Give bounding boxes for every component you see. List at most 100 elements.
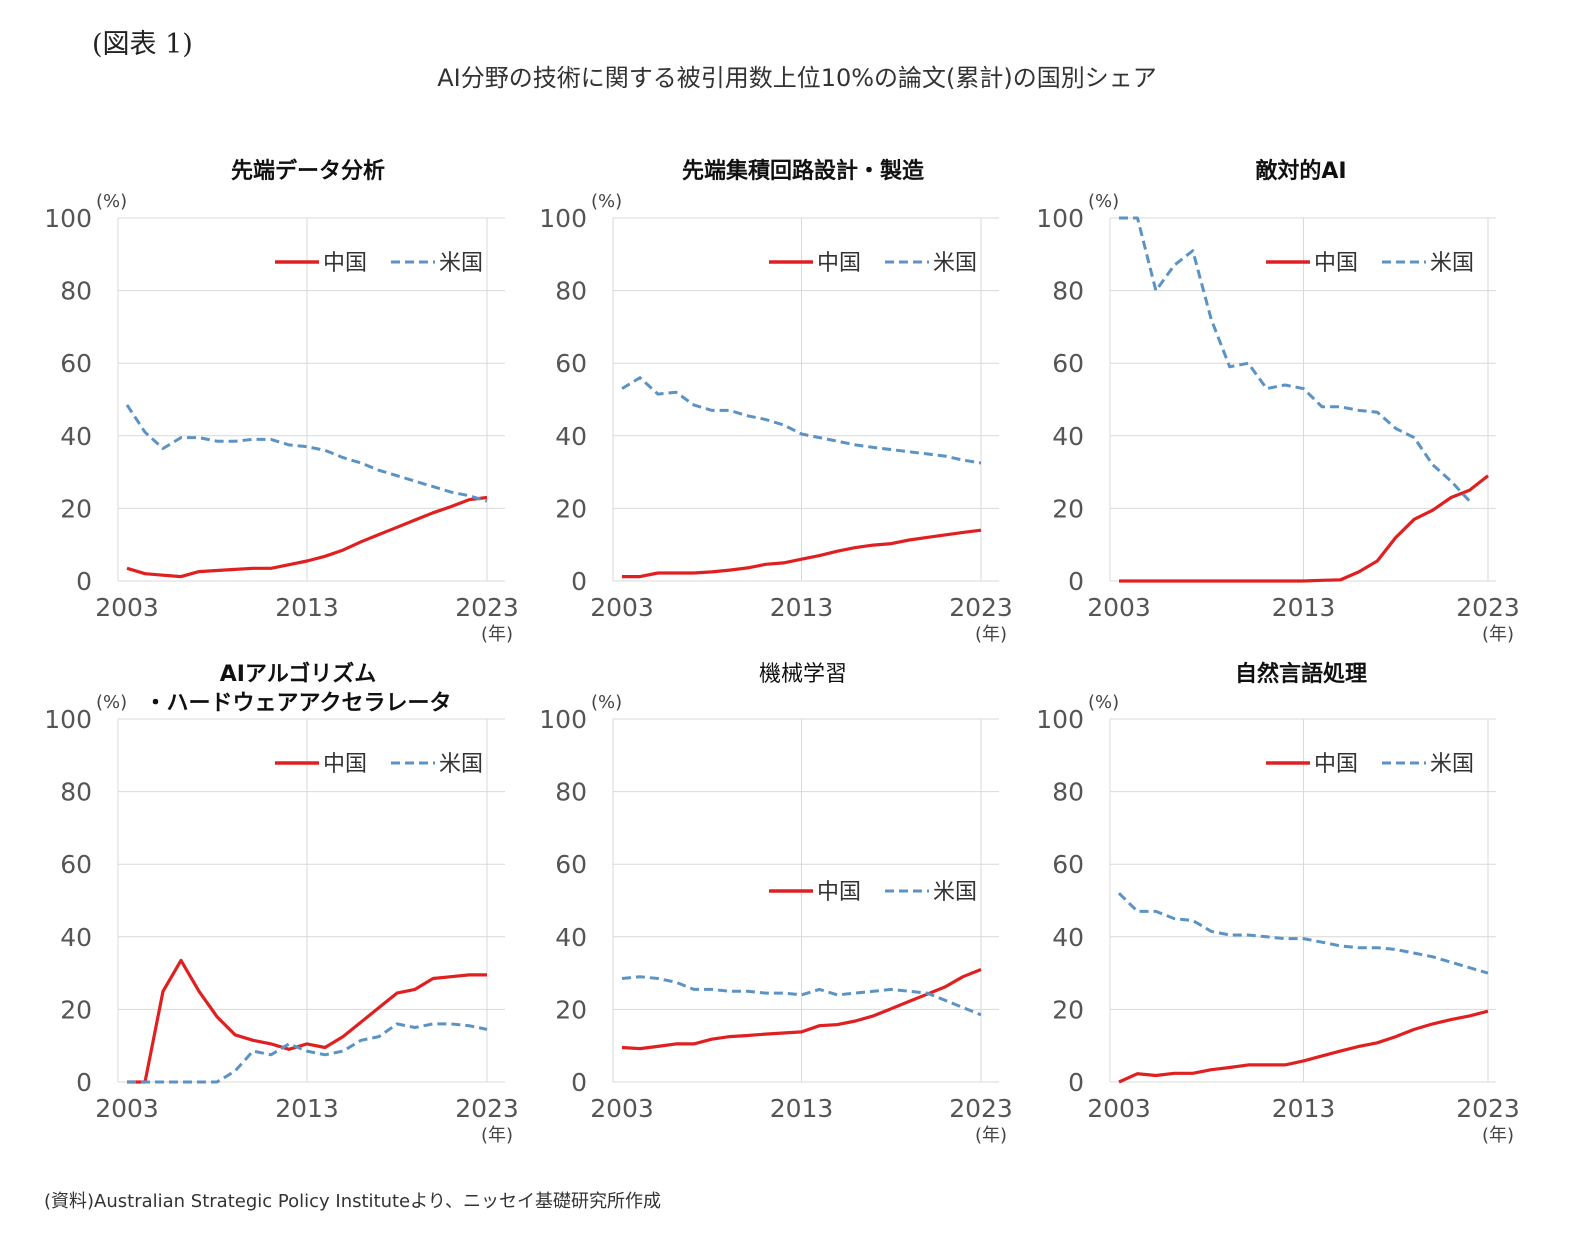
y-tick-label: 40 [555, 923, 587, 952]
x-tick-label: 2023 [455, 593, 519, 622]
x-unit-label: (年) [975, 1125, 1007, 1146]
x-tick-label: 2013 [275, 1094, 339, 1123]
x-tick-label: 2023 [949, 1094, 1013, 1123]
figure-label: (図表 1) [92, 29, 193, 60]
y-tick-label: 40 [1052, 422, 1084, 451]
legend-label-china: 中国 [1314, 251, 1358, 276]
chart-title: ・ハードウェアアクセラレータ [145, 691, 452, 716]
x-tick-label: 2003 [1087, 1094, 1151, 1123]
y-tick-label: 20 [555, 494, 587, 523]
legend-label-usa: 米国 [1430, 251, 1474, 276]
series-line-usa [1119, 216, 1471, 503]
y-tick-label: 0 [76, 1068, 92, 1097]
y-tick-label: 20 [1052, 995, 1084, 1024]
y-tick-label: 20 [1052, 494, 1084, 523]
legend-label-china: 中国 [1314, 752, 1358, 777]
x-tick-label: 2013 [1272, 593, 1336, 622]
series-line-china [127, 958, 487, 1084]
legend-label-usa: 米国 [439, 251, 483, 276]
y-tick-label: 80 [1052, 778, 1084, 807]
x-tick-label: 2003 [95, 593, 159, 622]
y-tick-label: 60 [1052, 349, 1084, 378]
legend-label-china: 中国 [323, 251, 367, 276]
x-tick-label: 2023 [949, 593, 1013, 622]
x-tick-label: 2023 [1456, 593, 1520, 622]
y-unit-label: (%) [591, 692, 622, 713]
y-tick-label: 100 [539, 705, 587, 734]
y-unit-label: (%) [96, 191, 127, 212]
series-line-china [1119, 474, 1489, 583]
chart-panel-2: 先端集積回路設計・製造 0 20 40 60 80 100 2003 2013 2023 (%) (年… [539, 158, 1013, 645]
y-tick-label: 100 [44, 204, 92, 233]
chart-panel-3: 敵対的AI 0 20 40 60 80 100 2003 2013 2023 (%) (年) 中国 米国 [1036, 158, 1520, 645]
main-title: AI分野の技術に関する被引用数上位10%の論文(累計)の国別シェア [437, 64, 1157, 92]
y-tick-label: 80 [60, 778, 92, 807]
y-tick-label: 0 [571, 567, 587, 596]
y-tick-label: 60 [555, 349, 587, 378]
chart-panel-4: AIアルゴリズム・ハードウェアアクセラレータ 0 20 40 60 80 100 2003 20… [44, 661, 519, 1146]
series-line-usa [1117, 892, 1489, 975]
legend-label-china: 中国 [817, 880, 861, 905]
y-tick-label: 40 [1052, 923, 1084, 952]
y-tick-label: 0 [76, 567, 92, 596]
x-tick-label: 2013 [770, 1094, 834, 1123]
series-line-china [126, 495, 488, 579]
y-tick-label: 100 [539, 204, 587, 233]
chart-title: 自然言語処理 [1235, 661, 1367, 687]
chart-panel-6: 自然言語処理 0 20 40 60 80 100 2003 2013 2023 (%) (年) 中国 米国 [1036, 661, 1520, 1146]
x-tick-label: 2013 [770, 593, 834, 622]
y-tick-label: 20 [60, 494, 92, 523]
y-tick-label: 80 [555, 778, 587, 807]
x-tick-label: 2003 [1087, 593, 1151, 622]
chart-panel-1: 先端データ分析 0 20 40 60 80 100 2003 2013 2023 (%) (年) 中国 米… [44, 158, 519, 645]
x-tick-label: 2013 [275, 593, 339, 622]
legend-label-usa: 米国 [933, 880, 977, 905]
chart-title: AIアルゴリズム [220, 661, 377, 687]
legend-label-usa: 米国 [1430, 752, 1474, 777]
y-unit-label: (%) [1088, 692, 1119, 713]
chart-title: 先端データ分析 [231, 158, 385, 184]
series-line-china [622, 528, 982, 579]
y-tick-label: 0 [1068, 567, 1084, 596]
series-line-usa [125, 404, 488, 503]
y-tick-label: 80 [1052, 277, 1084, 306]
legend-label-usa: 米国 [933, 251, 977, 276]
y-tick-label: 40 [555, 422, 587, 451]
y-tick-label: 100 [44, 705, 92, 734]
legend-label-china: 中国 [817, 251, 861, 276]
source-note: (資料)Australian Strategic Policy Institut… [44, 1191, 662, 1212]
x-tick-label: 2023 [455, 1094, 519, 1123]
x-unit-label: (年) [481, 624, 513, 645]
legend-label-china: 中国 [323, 752, 367, 777]
chart-title: 先端集積回路設計・製造 [682, 158, 924, 184]
y-tick-label: 0 [571, 1068, 587, 1097]
y-tick-label: 60 [60, 850, 92, 879]
y-unit-label: (%) [1088, 191, 1119, 212]
x-unit-label: (年) [1482, 624, 1514, 645]
legend-label-usa: 米国 [439, 752, 483, 777]
y-unit-label: (%) [96, 692, 127, 713]
y-tick-label: 0 [1068, 1068, 1084, 1097]
y-tick-label: 60 [1052, 850, 1084, 879]
y-tick-label: 20 [60, 995, 92, 1024]
series-line-usa [127, 1022, 488, 1084]
x-tick-label: 2003 [590, 593, 654, 622]
y-tick-label: 80 [555, 277, 587, 306]
chart-title: 機械学習 [759, 662, 847, 687]
x-tick-label: 2023 [1456, 1094, 1520, 1123]
x-unit-label: (年) [975, 624, 1007, 645]
chart-title: 敵対的AI [1255, 158, 1346, 184]
x-tick-label: 2003 [95, 1094, 159, 1123]
y-tick-label: 80 [60, 277, 92, 306]
x-unit-label: (年) [1482, 1125, 1514, 1146]
y-tick-label: 40 [60, 923, 92, 952]
series-line-usa [621, 975, 982, 1017]
chart-panel-5: 機械学習 0 20 40 60 80 100 2003 2013 2023 (%) (年) 中国 米国 [539, 662, 1013, 1146]
x-tick-label: 2013 [1272, 1094, 1336, 1123]
series-line-china [1118, 1009, 1489, 1084]
y-tick-label: 20 [555, 995, 587, 1024]
y-tick-label: 60 [60, 349, 92, 378]
series-line-china [621, 968, 982, 1051]
y-tick-label: 100 [1036, 705, 1084, 734]
series-line-usa [621, 376, 982, 465]
